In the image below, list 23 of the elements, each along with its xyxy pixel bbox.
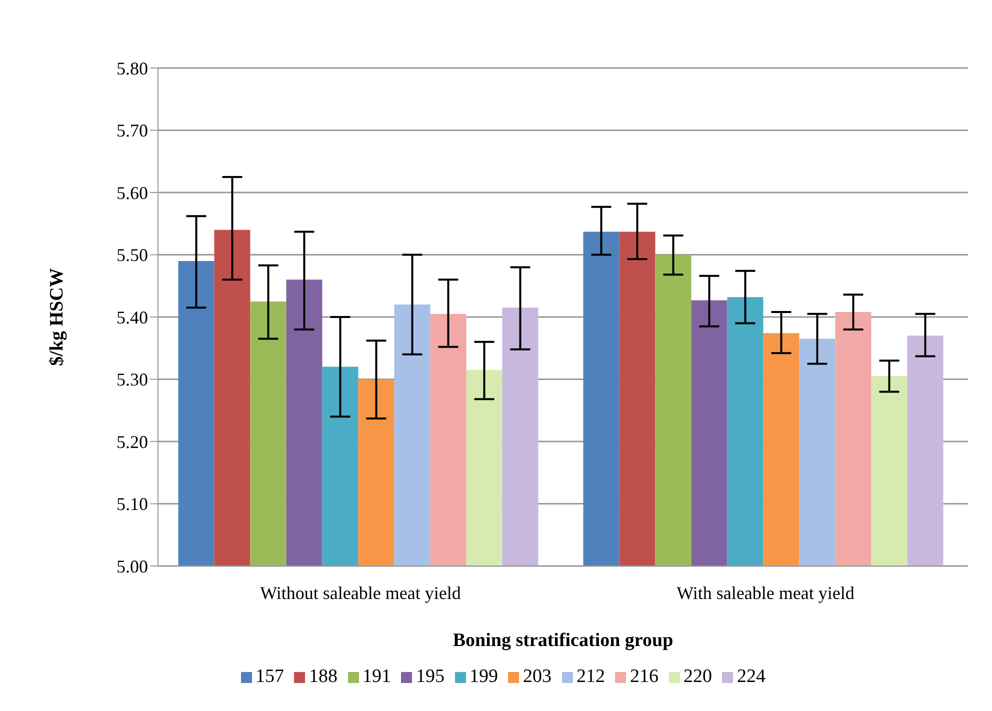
- legend-label: 157: [256, 666, 284, 687]
- x-tick-label: Without saleable meat yield: [260, 582, 461, 603]
- x-tick-label: With saleable meat yield: [676, 582, 854, 603]
- y-tick-label: 5.60: [116, 182, 148, 203]
- legend-label: 220: [684, 666, 712, 687]
- legend-label: 188: [309, 666, 338, 687]
- y-tick-label: 5.20: [116, 432, 148, 452]
- y-tick-label: 5.50: [116, 245, 148, 266]
- legend-label: 224: [737, 666, 766, 687]
- legend-label: 203: [523, 666, 552, 687]
- y-axis-title: $/kg HSCW: [46, 268, 68, 366]
- y-tick-label: 5.10: [116, 494, 148, 514]
- y-tick-label: 5.30: [116, 370, 148, 390]
- legend-label: 195: [416, 666, 444, 687]
- y-tick-label: 5.00: [116, 556, 148, 576]
- legend-label: 212: [576, 666, 605, 687]
- legend-label: 191: [362, 666, 391, 687]
- y-tick-label: 5.70: [116, 120, 148, 141]
- legend-label: 216: [630, 666, 658, 687]
- legend-label: 199: [470, 666, 498, 687]
- y-tick-label: 5.80: [116, 58, 148, 78]
- x-axis-title: Boning stratification group: [452, 630, 674, 651]
- y-tick-label: 5.40: [116, 307, 148, 328]
